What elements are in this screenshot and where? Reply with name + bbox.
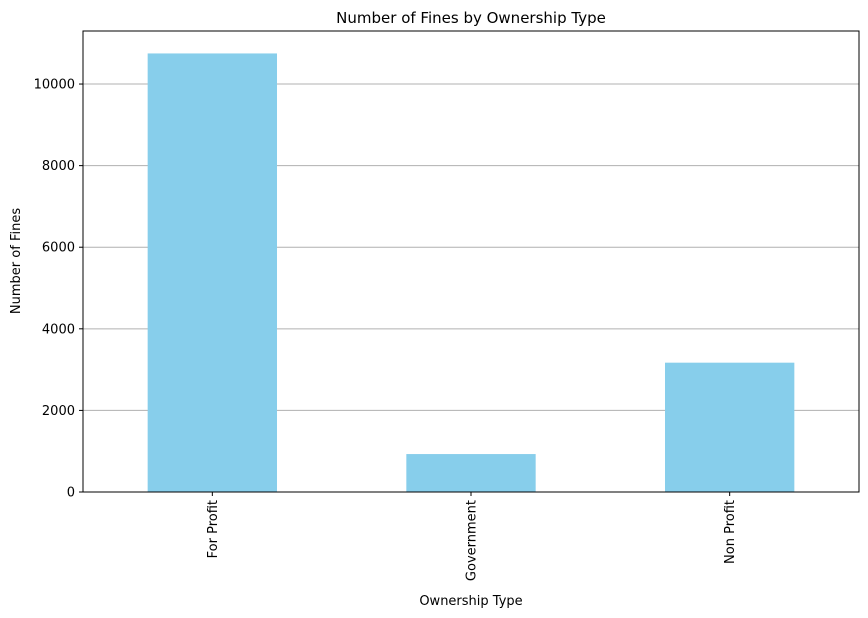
y-tick-label: 8000: [42, 159, 75, 174]
y-tick-label: 2000: [42, 404, 75, 419]
x-axis-ticks: For Profit Government Non Profit: [206, 492, 738, 581]
y-axis-title: Number of Fines: [9, 208, 24, 314]
x-tick-label: Non Profit: [723, 500, 738, 564]
x-axis-title: Ownership Type: [419, 594, 522, 609]
bar-non-profit: [665, 362, 795, 492]
y-axis-ticks: 0 2000 4000 6000 8000 10000: [34, 78, 83, 501]
y-tick-label: 0: [67, 486, 75, 501]
chart-title: Number of Fines by Ownership Type: [336, 9, 606, 27]
x-tick-label: Government: [465, 500, 480, 581]
bars: [147, 53, 795, 493]
bar-for-profit: [147, 53, 277, 493]
bar-government: [406, 454, 536, 492]
y-tick-label: 6000: [42, 241, 75, 256]
y-tick-label: 4000: [42, 322, 75, 337]
y-tick-label: 10000: [34, 78, 75, 93]
x-tick-label: For Profit: [206, 500, 221, 558]
